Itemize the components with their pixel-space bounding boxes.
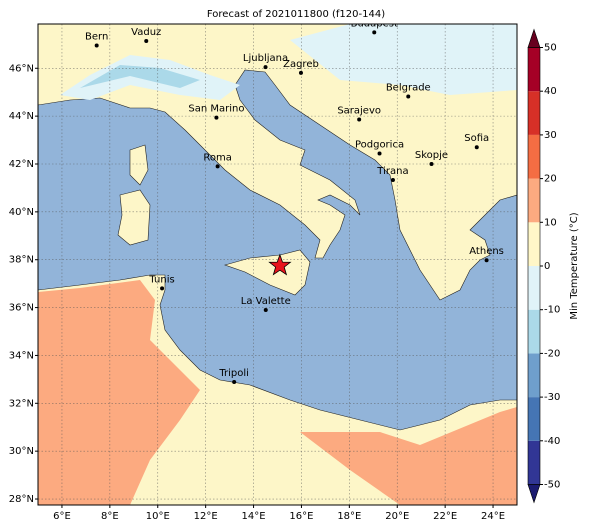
colorbar-tick-label: 30	[544, 130, 557, 141]
city-point	[377, 151, 382, 156]
city-point	[263, 307, 268, 312]
x-tick-label: 22°E	[433, 511, 457, 522]
axes: 6°E 8°E 10°E 12°E 14°E 16°E 18°E 20°E 22°E 24°E 28…	[9, 63, 505, 522]
x-tick-label: 8°E	[101, 511, 119, 522]
land-europe	[38, 24, 517, 301]
colorbar-band	[528, 178, 540, 223]
city-label: Sarajevo	[337, 105, 381, 116]
colorbar-tick-label: -50	[544, 480, 560, 491]
city-label: La Valette	[241, 296, 291, 307]
colorbar-over	[527, 28, 541, 48]
colorbar-tick-label: -20	[544, 348, 560, 359]
x-tick-label: 14°E	[242, 511, 266, 522]
colorbar-band	[528, 222, 540, 266]
colorbar-label: Min Temperature (°C)	[569, 212, 580, 319]
city-point	[484, 258, 489, 263]
colorbar-tick-label: 40	[544, 86, 557, 97]
y-tick-label: 32°N	[9, 398, 34, 409]
land-africa-warm	[300, 407, 517, 505]
city-label: Zagreb	[283, 59, 319, 70]
y-tick-label: 30°N	[9, 446, 34, 457]
colorbar-band	[528, 91, 540, 135]
colorbar-band	[528, 134, 540, 179]
colorbar-tick-label: 50	[544, 43, 557, 54]
colorbar-tick-label: -10	[544, 305, 560, 316]
land-sardinia	[117, 189, 151, 246]
x-tick-label: 20°E	[385, 511, 409, 522]
city-label: Belgrade	[386, 83, 431, 94]
city-label: Ljubljana	[243, 53, 288, 64]
land-sicily	[224, 249, 311, 296]
colorbar-tick-label: -30	[544, 392, 560, 403]
city-label: Roma	[203, 152, 232, 163]
colorbar-band	[528, 397, 540, 441]
colorbar-band	[528, 440, 540, 485]
city-label: Vaduz	[131, 27, 161, 38]
city-label: Sofia	[464, 133, 489, 144]
y-tick-label: 28°N	[9, 494, 34, 505]
city-label: San Marino	[188, 104, 244, 115]
colorbar: 50 40 30 20 10 0 -10 -20 -30 -40 -50	[527, 28, 560, 504]
colorbar-band	[528, 309, 540, 354]
city-point	[232, 379, 237, 384]
y-tick-label: 42°N	[9, 159, 34, 170]
colorbar-tick-label: 20	[544, 174, 557, 185]
land-balkan-cold	[290, 24, 517, 95]
city-label: Tunis	[148, 274, 174, 285]
y-tick-label: 40°N	[9, 207, 34, 218]
city-point	[94, 43, 99, 48]
colorbar-tick-label: 10	[544, 217, 557, 228]
city-label: Tirana	[376, 166, 408, 177]
graticule	[38, 24, 517, 505]
x-tick-label: 12°E	[194, 511, 218, 522]
x-tick-label: 10°E	[146, 511, 170, 522]
star-marker	[268, 253, 292, 276]
colorbar-band	[528, 47, 540, 92]
city-point	[390, 178, 395, 183]
city-point	[144, 38, 149, 43]
city-point	[429, 161, 434, 166]
city-label: Podgorica	[355, 139, 404, 150]
city-label: Tripoli	[218, 368, 249, 379]
city-label: Bern	[85, 32, 108, 43]
city-point	[160, 286, 165, 291]
city-point	[214, 115, 219, 120]
y-tick-label: 38°N	[9, 255, 34, 266]
x-tick-label: 6°E	[53, 511, 71, 522]
map-frame	[37, 23, 518, 506]
city-point	[263, 65, 268, 70]
x-tick-label: 18°E	[337, 511, 361, 522]
colorbar-band	[528, 353, 540, 398]
city-point	[406, 94, 411, 99]
x-tick-label: 16°E	[289, 511, 313, 522]
city-point	[357, 117, 362, 122]
y-tick-label: 44°N	[9, 111, 34, 122]
title: Forecast of 2021011800 (f120-144)	[207, 9, 385, 20]
city-label: Athens	[469, 246, 504, 257]
y-tick-label: 36°N	[9, 303, 34, 314]
land-corsica	[129, 144, 149, 186]
city-label: Budapest	[351, 18, 398, 29]
colorbar-under	[527, 484, 541, 504]
city-point	[474, 145, 479, 150]
colorbar-tick-label: -40	[544, 436, 560, 447]
x-tick-label: 24°E	[481, 511, 505, 522]
city-point	[372, 30, 377, 35]
city-point	[298, 70, 303, 75]
y-tick-label: 34°N	[9, 350, 34, 361]
colorbar-tick-label: 0	[544, 261, 550, 272]
colorbar-band	[528, 266, 540, 310]
city-point	[215, 164, 220, 169]
city-label: Skopje	[415, 150, 448, 161]
land-africa-warm	[38, 280, 200, 505]
y-tick-label: 46°N	[9, 63, 34, 74]
